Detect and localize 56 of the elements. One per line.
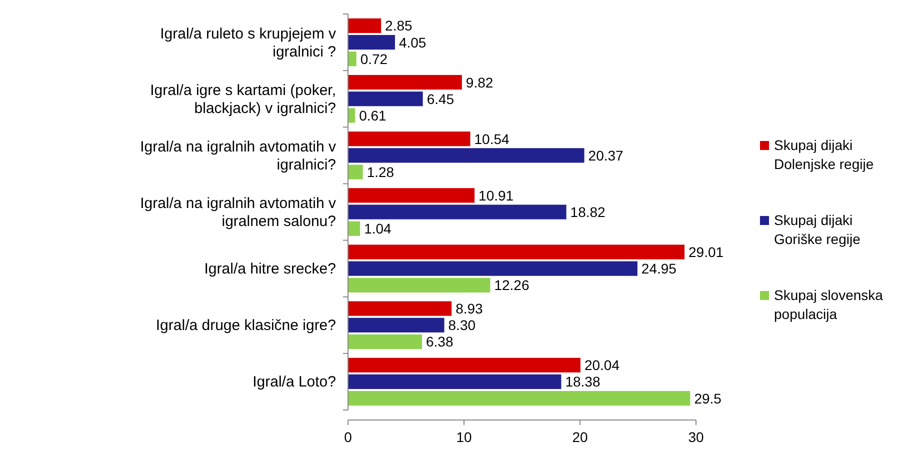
data-label: 0.61 xyxy=(359,107,387,124)
legend-label: Skupaj slovenska populacija xyxy=(774,287,884,322)
bar xyxy=(348,164,363,180)
data-label: 20.04 xyxy=(584,357,620,374)
legend-label: Skupaj dijaki Goriške regije xyxy=(774,212,861,247)
x-tick-label: 0 xyxy=(344,429,352,445)
bar xyxy=(348,108,356,123)
data-label: 8.30 xyxy=(448,317,476,334)
bar xyxy=(348,92,423,106)
data-label: 10.91 xyxy=(478,187,514,204)
bar xyxy=(348,244,685,260)
data-label: 20.37 xyxy=(588,147,624,164)
data-label: 0.72 xyxy=(360,50,388,67)
y-tick-label: Igral/a druge klasične igre? xyxy=(156,317,336,334)
y-tick-label: Igral/a ruleto s krupjejem v igralnici ? xyxy=(160,25,336,60)
data-label: 9.82 xyxy=(466,74,494,90)
data-label: 1.28 xyxy=(366,164,394,180)
data-label: 10.54 xyxy=(474,130,510,147)
x-tick-label: 10 xyxy=(456,429,472,445)
bar xyxy=(348,374,562,390)
y-tick-label: Igral/a igre s kartami (poker, blackjack) v igralnici? xyxy=(150,82,336,117)
data-label: 24.95 xyxy=(641,260,677,277)
y-tick-label: Igral/a hitre srecke? xyxy=(204,260,336,278)
bar xyxy=(348,318,444,332)
bar xyxy=(348,301,452,316)
x-tick-label: 30 xyxy=(688,429,704,445)
legend-label: Skupaj dijaki Dolenjske regije xyxy=(774,137,874,172)
data-label: 4.05 xyxy=(398,34,426,50)
data-label: 8.93 xyxy=(456,300,484,317)
bar xyxy=(348,18,382,33)
data-label: 6.45 xyxy=(426,90,454,107)
data-label: 29.5 xyxy=(694,390,722,406)
data-label: 18.82 xyxy=(570,204,606,220)
data-label: 29.01 xyxy=(688,244,724,260)
x-tick-label: 20 xyxy=(572,429,588,445)
bar xyxy=(348,334,422,350)
bar xyxy=(348,261,638,276)
y-tick-label: Igral/a na igralnih avtomatih v igralnem salonu? xyxy=(140,195,336,230)
data-label: 18.38 xyxy=(565,374,600,390)
data-label: 6.38 xyxy=(426,334,454,350)
bar xyxy=(348,204,566,220)
y-tick-label: Igral/a na igralnih avtomatih v igralnici? xyxy=(140,138,336,174)
bar xyxy=(348,188,475,203)
data-label: 2.85 xyxy=(385,18,413,34)
bar xyxy=(348,52,356,66)
y-tick-label: Igral/a Loto? xyxy=(252,374,336,391)
bar xyxy=(348,391,690,406)
bar xyxy=(348,148,584,163)
bar xyxy=(348,278,490,292)
bar xyxy=(348,34,395,50)
bar xyxy=(348,74,462,90)
data-label: 12.26 xyxy=(494,277,530,294)
data-label: 1.04 xyxy=(364,220,392,237)
bar xyxy=(348,358,580,372)
bar xyxy=(348,132,470,146)
bar xyxy=(348,221,360,236)
